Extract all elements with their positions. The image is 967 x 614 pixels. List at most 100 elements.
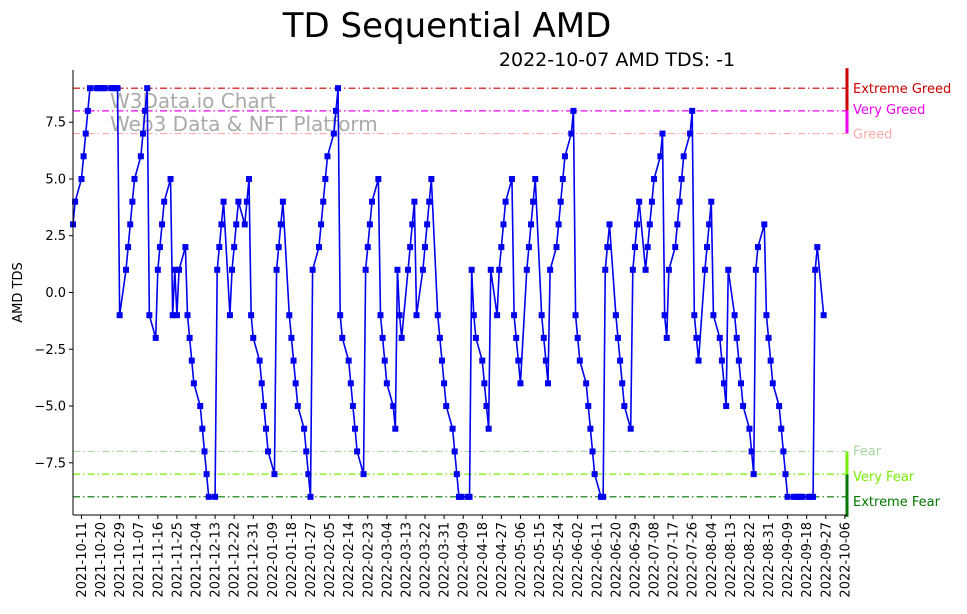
- data-point: [568, 130, 575, 137]
- y-tick-label: 2.5: [45, 229, 66, 244]
- x-tick-label: 2022-09-09: [781, 522, 796, 598]
- data-point: [84, 107, 91, 114]
- data-point: [706, 221, 713, 228]
- data-point: [614, 334, 621, 341]
- x-tick-label: 2022-03-22: [419, 522, 434, 598]
- data-point: [449, 425, 456, 432]
- data-point: [137, 153, 144, 160]
- data-point: [538, 312, 545, 319]
- data-point: [246, 175, 253, 182]
- data-point: [379, 334, 386, 341]
- x-tick-label: 2021-12-31: [247, 522, 262, 598]
- data-point: [701, 266, 708, 273]
- x-tick-label: 2022-08-13: [724, 522, 739, 598]
- data-point: [216, 244, 223, 251]
- data-point: [502, 198, 509, 205]
- data-point: [587, 425, 594, 432]
- data-point: [199, 425, 206, 432]
- data-point: [218, 221, 225, 228]
- data-point: [661, 312, 668, 319]
- data-point: [820, 312, 827, 319]
- x-tick-label: 2022-05-15: [533, 522, 548, 598]
- data-point: [231, 244, 238, 251]
- data-point: [602, 266, 609, 273]
- data-point: [275, 244, 282, 251]
- data-point: [248, 312, 255, 319]
- data-point: [511, 312, 518, 319]
- data-point: [574, 334, 581, 341]
- x-tick-label: 2022-01-27: [304, 522, 319, 598]
- data-point: [672, 244, 679, 251]
- data-point: [723, 403, 730, 410]
- x-tick-label: 2022-09-18: [800, 522, 815, 598]
- data-point: [256, 357, 263, 364]
- data-point: [515, 357, 522, 364]
- data-point: [167, 175, 174, 182]
- data-point: [585, 403, 592, 410]
- data-point: [82, 130, 89, 137]
- data-point: [377, 312, 384, 319]
- x-tick-label: 2022-05-06: [514, 522, 529, 598]
- data-point: [659, 130, 666, 137]
- data-point: [572, 312, 579, 319]
- x-tick-label: 2021-10-20: [94, 522, 109, 598]
- data-point: [250, 334, 257, 341]
- data-point: [716, 334, 723, 341]
- x-tick-label: 2021-11-16: [151, 522, 166, 598]
- data-point: [621, 403, 628, 410]
- y-axis-label: AMD TDS: [11, 262, 26, 322]
- level-label: Fear: [853, 444, 882, 459]
- data-point: [173, 312, 180, 319]
- data-point: [426, 198, 433, 205]
- data-point: [754, 244, 761, 251]
- data-point: [557, 198, 564, 205]
- data-point: [186, 334, 193, 341]
- data-point: [405, 266, 412, 273]
- data-point: [290, 357, 297, 364]
- x-tick-label: 2022-06-29: [628, 522, 643, 598]
- data-point: [159, 221, 166, 228]
- x-tick-label: 2022-10-06: [838, 522, 853, 598]
- data-point: [258, 380, 265, 387]
- data-point: [220, 198, 227, 205]
- data-point: [229, 266, 236, 273]
- data-point: [322, 175, 329, 182]
- data-point: [530, 198, 537, 205]
- data-point: [375, 175, 382, 182]
- data-point: [169, 312, 176, 319]
- data-point: [508, 175, 515, 182]
- data-point: [782, 471, 789, 478]
- data-point: [142, 107, 149, 114]
- data-point: [485, 425, 492, 432]
- data-point: [345, 357, 352, 364]
- chart-title: TD Sequential AMD: [282, 6, 612, 46]
- data-point: [347, 380, 354, 387]
- data-point: [86, 85, 93, 92]
- data-point: [784, 493, 791, 500]
- data-point: [144, 85, 151, 92]
- data-point: [438, 357, 445, 364]
- data-point: [691, 312, 698, 319]
- x-tick-label: 2022-01-18: [285, 522, 300, 598]
- data-point: [693, 334, 700, 341]
- data-point: [309, 266, 316, 273]
- data-point: [294, 403, 301, 410]
- x-tick-label: 2021-10-11: [75, 522, 90, 598]
- data-point: [233, 221, 240, 228]
- data-point: [740, 403, 747, 410]
- data-point: [411, 198, 418, 205]
- x-tick-label: 2022-03-13: [399, 522, 414, 598]
- data-point: [265, 448, 272, 455]
- data-point: [364, 244, 371, 251]
- data-point: [184, 312, 191, 319]
- data-point: [644, 244, 651, 251]
- data-point: [318, 221, 325, 228]
- x-tick-label: 2022-06-11: [590, 522, 605, 598]
- data-point: [305, 471, 312, 478]
- data-point: [443, 403, 450, 410]
- data-point: [769, 380, 776, 387]
- data-point: [409, 221, 416, 228]
- data-point: [600, 493, 607, 500]
- data-point: [583, 380, 590, 387]
- data-point: [428, 175, 435, 182]
